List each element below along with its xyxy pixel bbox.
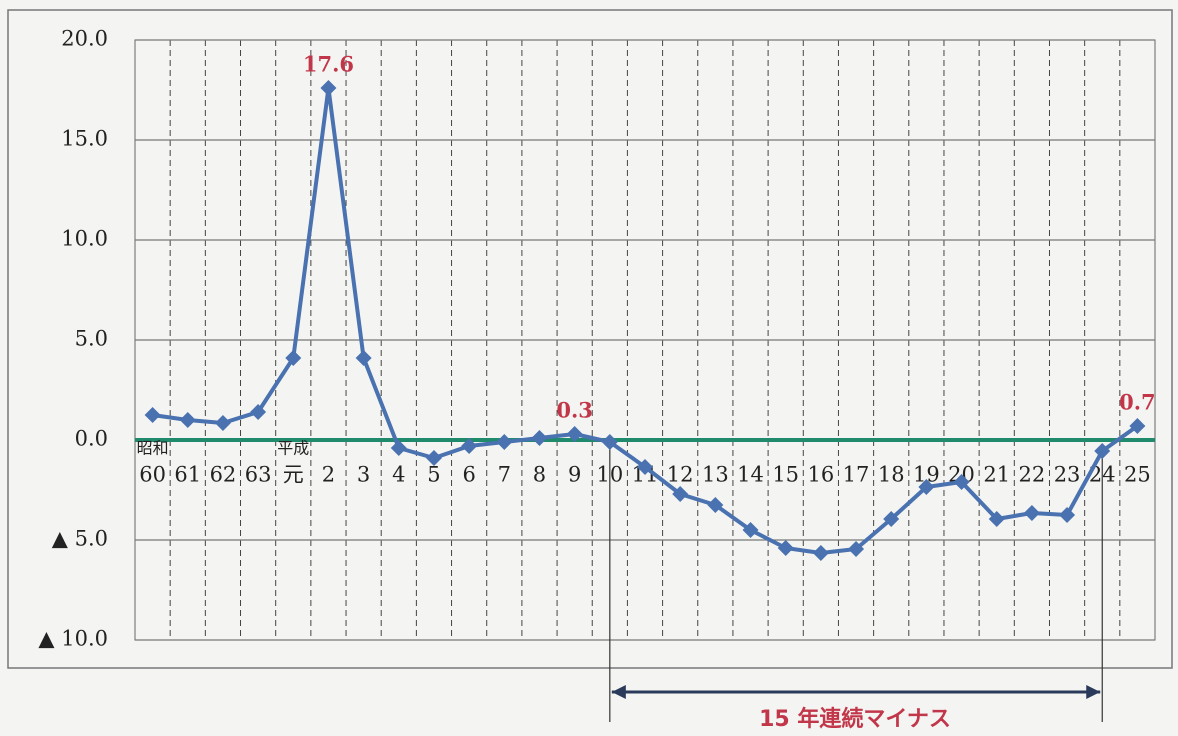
data-label: 17.6 <box>303 52 354 77</box>
data-point <box>777 540 794 556</box>
y-tick-label: ▲ 10.0 <box>38 627 108 651</box>
data-point <box>566 426 583 442</box>
data-point <box>355 350 372 366</box>
x-tick-label: 16 <box>807 463 834 487</box>
data-point <box>496 434 513 450</box>
y-tick-label: 10.0 <box>61 227 108 251</box>
x-tick-label: 4 <box>392 463 405 487</box>
data-point <box>390 440 407 456</box>
x-tick-label: 22 <box>1019 463 1046 487</box>
data-point <box>918 479 935 495</box>
data-point <box>214 415 231 431</box>
x-tick-label: 18 <box>878 463 905 487</box>
data-point <box>179 412 196 428</box>
data-point <box>637 459 653 475</box>
data-point <box>742 522 759 538</box>
data-point <box>1059 507 1076 523</box>
data-point <box>707 497 724 513</box>
data-point <box>320 80 337 96</box>
data-point <box>250 404 267 420</box>
y-tick-label: 0.0 <box>75 427 108 451</box>
x-tick-label: 17 <box>843 463 870 487</box>
data-point <box>988 511 1005 527</box>
x-tick-label: 23 <box>1054 463 1081 487</box>
data-point <box>672 486 689 502</box>
x-tick-label: 21 <box>983 463 1010 487</box>
data-point <box>531 430 548 446</box>
data-point <box>425 450 442 466</box>
x-tick-label: 61 <box>174 463 201 487</box>
era-label: 平成 <box>277 439 309 458</box>
x-tick-label: 25 <box>1124 463 1151 487</box>
data-point <box>144 407 161 423</box>
data-point <box>285 350 302 366</box>
x-tick-label: 63 <box>245 463 272 487</box>
data-point <box>1094 443 1111 459</box>
x-tick-label: 15 <box>772 463 799 487</box>
data-point <box>883 511 900 527</box>
data-point <box>1129 418 1146 434</box>
y-tick-label: ▲ 5.0 <box>52 527 108 551</box>
data-point <box>461 438 478 454</box>
x-tick-label: 9 <box>568 463 581 487</box>
x-tick-label: 62 <box>210 463 237 487</box>
x-tick-label: 60 <box>139 463 166 487</box>
x-tick-label: 3 <box>357 463 370 487</box>
data-point <box>601 434 618 450</box>
data-label: 0.7 <box>1119 390 1156 415</box>
x-tick-label: 6 <box>462 463 475 487</box>
chart-frame <box>7 9 1173 669</box>
x-tick-label: 5 <box>427 463 440 487</box>
annotation: 15 年連続マイナス <box>759 706 951 732</box>
x-tick-label: 12 <box>667 463 694 487</box>
data-point <box>812 545 829 561</box>
data-label: 0.3 <box>556 398 593 423</box>
y-tick-label: 15.0 <box>61 127 108 151</box>
y-tick-label: 20.0 <box>61 27 108 51</box>
x-tick-label: 13 <box>702 463 729 487</box>
data-point <box>848 541 865 557</box>
data-point <box>1023 505 1040 521</box>
y-tick-label: 5.0 <box>75 327 108 351</box>
x-tick-label: 7 <box>498 463 511 487</box>
data-point <box>953 474 970 490</box>
era-label: 昭和 <box>137 439 169 458</box>
x-tick-label: 14 <box>737 463 764 487</box>
x-tick-label: 8 <box>533 463 546 487</box>
x-tick-label: 2 <box>322 463 335 487</box>
x-tick-label: 元 <box>283 463 304 487</box>
